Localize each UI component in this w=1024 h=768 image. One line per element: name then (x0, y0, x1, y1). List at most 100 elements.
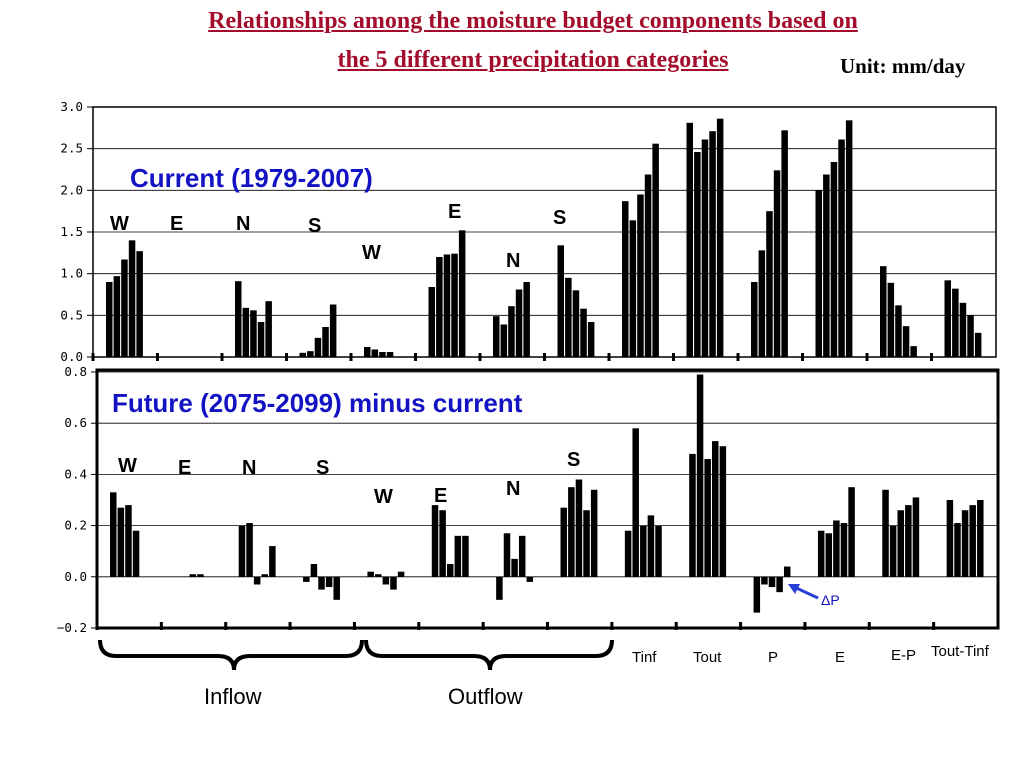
bar (568, 487, 575, 577)
bar (766, 211, 773, 357)
bar (436, 257, 443, 357)
bar (132, 530, 140, 577)
bar (314, 337, 322, 357)
bar (897, 510, 904, 577)
bar (694, 152, 701, 357)
bar (458, 230, 466, 357)
top-label-w2: W (362, 242, 381, 264)
bar (253, 576, 261, 585)
bar (128, 240, 136, 357)
bar (954, 523, 961, 577)
top-label-e2: E (448, 201, 461, 223)
bar (121, 259, 128, 357)
inflow-label: Inflow (204, 684, 262, 709)
bar (493, 316, 500, 357)
bar (110, 492, 117, 577)
y-tick-label: 0.0 (60, 349, 83, 364)
bar (704, 459, 711, 577)
bar (845, 120, 853, 357)
bar (572, 290, 580, 357)
bar (575, 479, 583, 577)
y-tick-label: 1.5 (60, 224, 83, 239)
bottom-label-e1: E (178, 457, 191, 479)
bar (632, 428, 639, 577)
category-tout: Tout (693, 649, 722, 666)
bar (364, 347, 371, 357)
bar (235, 281, 242, 357)
outflow-label: Outflow (448, 684, 523, 709)
y-tick-label: 0.5 (60, 307, 83, 322)
bar (106, 282, 113, 357)
top-label-s2: S (553, 207, 566, 229)
y-tick-label: 0.4 (64, 466, 87, 481)
bottom-label-n2: N (506, 478, 520, 500)
bar (333, 576, 340, 600)
bar (261, 574, 269, 577)
bar (773, 170, 781, 357)
delta-p-label: ΔP (821, 592, 840, 608)
bar (560, 507, 567, 577)
bar (848, 487, 855, 577)
bar (701, 139, 709, 357)
bottom-label-n1: N (242, 457, 256, 479)
bar (318, 576, 325, 590)
bar (817, 530, 825, 577)
bar (583, 510, 590, 577)
y-tick-label: 0.6 (64, 415, 87, 430)
bar (250, 310, 257, 357)
bar (751, 282, 758, 357)
bar (905, 505, 912, 577)
bar (840, 523, 848, 577)
bar (838, 139, 845, 357)
bar (431, 505, 439, 577)
bar (367, 571, 374, 577)
bar (640, 525, 647, 577)
bar (624, 530, 632, 577)
bottom-label-w1: W (118, 455, 137, 477)
bar (325, 576, 333, 588)
bar (307, 351, 314, 357)
bar (974, 332, 982, 357)
bar (446, 564, 454, 577)
bar (322, 327, 329, 357)
bar (830, 162, 838, 357)
bar (689, 453, 696, 577)
top-panel-title: Current (1979-2007) (130, 163, 373, 193)
bar (783, 566, 791, 577)
bar (303, 576, 310, 582)
y-tick-label: 0.0 (64, 569, 87, 584)
bar (889, 525, 897, 577)
y-tick-label: 0.8 (64, 364, 87, 379)
bar (815, 190, 822, 357)
bar (511, 558, 518, 577)
bottom-label-s1: S (316, 457, 329, 479)
bar (390, 576, 397, 590)
bar (753, 576, 761, 613)
bar (696, 374, 704, 577)
bar (761, 576, 768, 585)
category-p: P (768, 649, 778, 666)
bottom-label-w2: W (374, 486, 393, 508)
y-tick-label: 2.0 (60, 182, 83, 197)
bar (386, 352, 394, 357)
bar (652, 143, 659, 357)
bar (428, 287, 435, 357)
bar (709, 131, 716, 357)
bar (503, 533, 511, 577)
top-label-w1: W (110, 213, 129, 235)
bar (269, 546, 276, 577)
y-tick-label: 2.5 (60, 141, 83, 156)
bar (299, 352, 306, 357)
bar (518, 535, 526, 577)
bar (117, 507, 125, 577)
bar (329, 304, 337, 357)
top-label-n1: N (236, 213, 250, 235)
bar (719, 446, 727, 577)
bar (397, 571, 405, 577)
bar (565, 277, 572, 357)
bar (967, 315, 974, 357)
bar (580, 308, 587, 357)
y-tick-label: 1.0 (60, 266, 83, 281)
bar (952, 288, 959, 357)
